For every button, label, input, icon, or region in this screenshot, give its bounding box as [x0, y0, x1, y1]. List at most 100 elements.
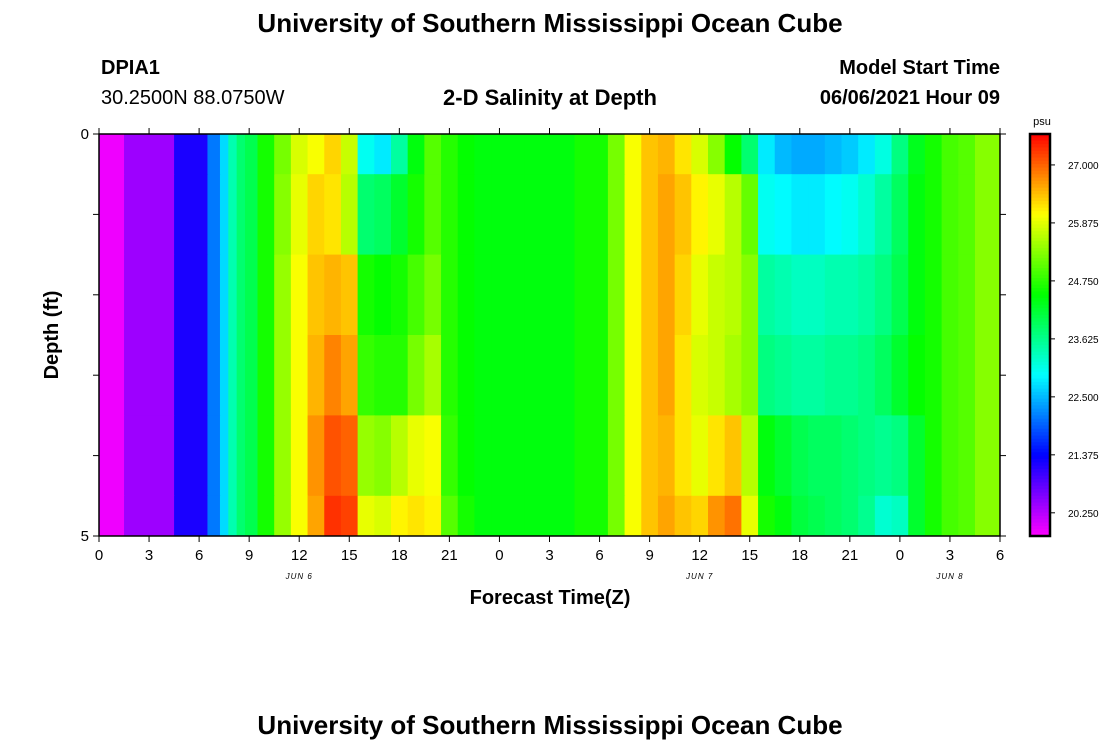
colorbar-segment	[1030, 261, 1050, 266]
colorbar-segment	[1030, 160, 1050, 165]
heatmap-cell	[441, 254, 459, 336]
heatmap-cell	[858, 134, 876, 175]
heatmap-cell	[974, 415, 993, 497]
heatmap-cell	[290, 335, 309, 416]
heatmap-cell	[324, 174, 342, 256]
colorbar-segment	[1030, 438, 1050, 443]
heatmap-cell	[245, 415, 259, 497]
colorbar-segment	[1030, 204, 1050, 209]
heatmap-cell	[307, 415, 325, 497]
heatmap-cell	[858, 415, 876, 497]
heatmap-cell	[674, 134, 692, 175]
colorbar-segment	[1030, 422, 1050, 427]
heatmap-cell	[524, 495, 576, 536]
heatmap-cell	[524, 335, 576, 416]
heatmap-cell	[357, 174, 375, 256]
heatmap-cell	[357, 495, 375, 536]
heatmap-cell	[245, 335, 259, 416]
heatmap-cell	[274, 174, 292, 256]
colorbar-segment	[1030, 395, 1050, 400]
colorbar-segment	[1030, 278, 1050, 282]
heatmap-cell	[741, 415, 759, 497]
heatmap-cell	[624, 415, 642, 497]
heatmap-cell	[357, 254, 375, 336]
heatmap-cell	[274, 495, 292, 536]
colorbar-segment	[1030, 378, 1050, 383]
colorbar-segment	[1030, 144, 1050, 148]
colorbar-segment	[1030, 428, 1050, 433]
heatmap-cell	[991, 174, 1000, 256]
heatmap-cell	[307, 335, 325, 416]
colorbar-segment	[1030, 291, 1050, 296]
heatmap-cell	[741, 254, 759, 336]
heatmap-cell	[791, 495, 809, 536]
heatmap-cell	[324, 415, 342, 497]
colorbar-segment	[1030, 398, 1050, 403]
heatmap-cell	[991, 335, 1000, 416]
heatmap-cell	[941, 254, 959, 336]
colorbar-segment	[1030, 154, 1050, 159]
colorbar-segment	[1030, 512, 1050, 517]
colorbar-segment	[1030, 281, 1050, 286]
heatmap-cell	[974, 134, 993, 175]
heatmap-cell	[891, 134, 909, 175]
heatmap-cell	[574, 254, 609, 336]
heatmap-cell	[641, 415, 659, 497]
heatmap-cell	[808, 174, 826, 256]
colorbar-segment	[1030, 375, 1050, 380]
heatmap-cell	[474, 174, 492, 256]
colorbar-segment	[1030, 150, 1050, 155]
heatmap-cell	[574, 134, 609, 175]
heatmap-cell	[124, 335, 175, 416]
heatmap-cell	[624, 495, 642, 536]
heatmap-cell	[257, 335, 275, 416]
x-tick-label: 0	[896, 547, 904, 564]
colorbar-segment	[1030, 211, 1050, 215]
heatmap-cell	[219, 254, 229, 336]
heatmap-cell	[624, 174, 642, 256]
heatmap-cell	[99, 134, 125, 175]
x-tick-label: 0	[495, 547, 503, 564]
colorbar-segment	[1030, 247, 1050, 252]
heatmap-cell	[991, 134, 1000, 175]
heatmap-cell	[924, 495, 943, 536]
heatmap-cell	[874, 415, 893, 497]
heatmap-cell	[958, 415, 976, 497]
colorbar-segment	[1030, 402, 1050, 406]
heatmap-cell	[674, 495, 692, 536]
heatmap-cell	[691, 134, 709, 175]
heatmap-cell	[340, 415, 359, 497]
colorbar-segment	[1030, 348, 1050, 353]
x-tick-label: 21	[841, 547, 858, 564]
heatmap-cell	[324, 254, 342, 336]
heatmap-cell	[457, 174, 476, 256]
heatmap-cell	[99, 335, 125, 416]
heatmap-cell	[457, 415, 476, 497]
colorbar-segment	[1030, 405, 1050, 410]
heatmap-cell	[607, 134, 626, 175]
heatmap-cell	[390, 254, 409, 336]
heatmap-cell	[228, 495, 238, 536]
colorbar-segment	[1030, 458, 1050, 463]
heatmap-cell	[441, 134, 459, 175]
heatmap-cell	[236, 134, 246, 175]
heatmap-cell	[207, 174, 221, 256]
colorbar-segment	[1030, 381, 1050, 386]
heatmap-cell	[708, 495, 726, 536]
heatmap-cell	[207, 134, 221, 175]
date-label: JUN 6	[285, 572, 313, 581]
heatmap-cell	[774, 254, 793, 336]
x-tick-label: 3	[946, 547, 954, 564]
heatmap-cell	[324, 335, 342, 416]
heatmap-cell	[174, 254, 209, 336]
heatmap-cell	[758, 335, 776, 416]
heatmap-cell	[441, 495, 459, 536]
heatmap-cell	[741, 134, 759, 175]
heatmap-cell	[245, 174, 259, 256]
heatmap-cell	[858, 254, 876, 336]
heatmap-cell	[841, 254, 859, 336]
model-start-time: 06/06/2021 Hour 09	[819, 87, 1000, 109]
heatmap-cell	[207, 495, 221, 536]
y-tick-label: 0	[81, 126, 89, 143]
colorbar-segment	[1030, 455, 1050, 460]
